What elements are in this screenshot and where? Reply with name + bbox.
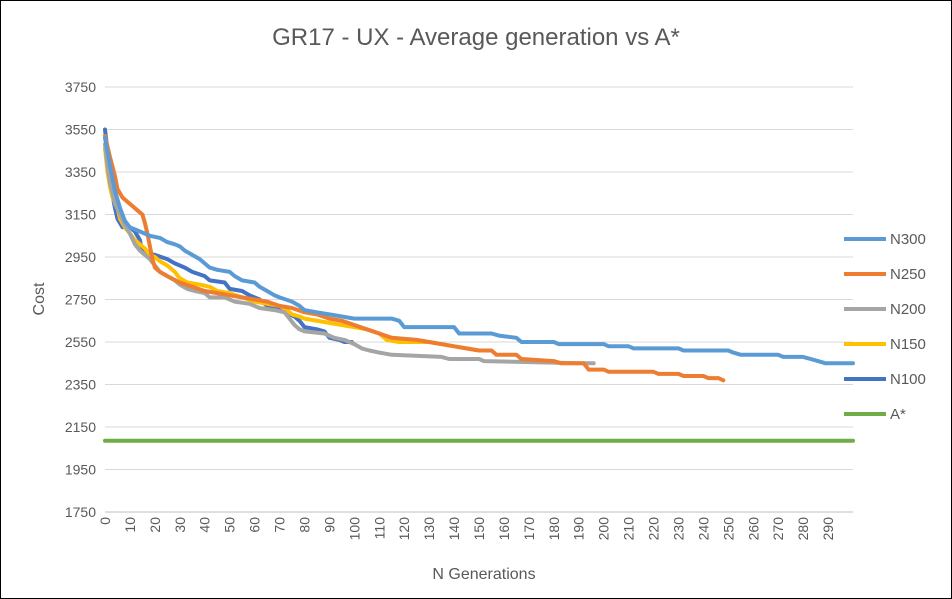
x-tick-label: 270	[770, 517, 786, 541]
x-tick-label: 60	[247, 517, 263, 533]
y-tick-label: 2550	[65, 334, 96, 350]
x-tick-label: 250	[720, 517, 736, 541]
legend-label: N300	[890, 231, 926, 248]
y-tick-label: 3550	[65, 122, 96, 138]
x-tick-label: 160	[496, 517, 512, 541]
legend-label: N200	[890, 301, 926, 318]
legend-label: N100	[890, 371, 926, 388]
x-tick-label: 290	[820, 517, 836, 541]
x-tick-label: 20	[147, 517, 163, 533]
x-axis-title: N Generations	[432, 566, 535, 583]
x-tick-label: 210	[621, 517, 637, 541]
x-tick-label: 240	[695, 517, 711, 541]
x-tick-label: 170	[521, 517, 537, 541]
legend-label: N250	[890, 266, 926, 283]
y-axis-ticks: 1750 1950 2150 2350 2550 2750 2950 3150 3350 3550…	[65, 79, 96, 520]
y-tick-label: 1750	[65, 504, 96, 520]
x-tick-label: 110	[371, 517, 387, 540]
x-tick-label: 140	[446, 517, 462, 541]
y-tick-label: 3150	[65, 207, 96, 223]
x-tick-label: 220	[646, 517, 662, 541]
x-tick-label: 280	[795, 517, 811, 541]
legend: N300 N250 N200 N150 N100 A*	[844, 231, 926, 423]
series-line-n200	[103, 142, 596, 366]
x-tick-label: 190	[571, 517, 587, 541]
series-line-n100	[103, 127, 354, 344]
x-tick-label: 120	[396, 517, 412, 541]
y-tick-label: 2950	[65, 249, 96, 265]
y-tick-label: 2750	[65, 292, 96, 308]
x-tick-label: 230	[670, 517, 686, 541]
y-tick-label: 1950	[65, 462, 96, 478]
x-tick-label: 180	[546, 517, 562, 541]
y-tick-label: 3750	[65, 79, 96, 95]
y-tick-label: 2350	[65, 377, 96, 393]
y-axis-title: Cost	[31, 282, 48, 315]
legend-label: A*	[890, 406, 906, 423]
series-lines	[103, 127, 855, 443]
x-tick-label: 90	[321, 517, 337, 533]
gridlines	[105, 86, 853, 513]
x-tick-label: 10	[122, 517, 138, 533]
x-tick-label: 0	[97, 517, 113, 525]
y-tick-label: 2150	[65, 419, 96, 435]
x-tick-label: 100	[346, 517, 362, 541]
x-tick-label: 40	[197, 517, 213, 533]
x-tick-label: 150	[471, 517, 487, 541]
legend-label: N150	[890, 336, 926, 353]
x-tick-label: 80	[296, 517, 312, 533]
x-tick-label: 30	[172, 517, 188, 533]
x-axis-ticks: 0 10 20 30 40 50 60 70 80 90 100 110 120 130 140 150 160…	[97, 517, 836, 541]
x-tick-label: 260	[745, 517, 761, 541]
series-line-n300	[103, 136, 855, 366]
chart-title: GR17 - UX - Average generation vs A*	[272, 24, 680, 51]
x-tick-label: 50	[222, 517, 238, 533]
series-line-n250	[103, 133, 726, 383]
x-tick-label: 130	[421, 517, 437, 541]
y-tick-label: 3350	[65, 164, 96, 180]
x-tick-label: 70	[272, 517, 288, 533]
x-tick-label: 200	[596, 517, 612, 541]
